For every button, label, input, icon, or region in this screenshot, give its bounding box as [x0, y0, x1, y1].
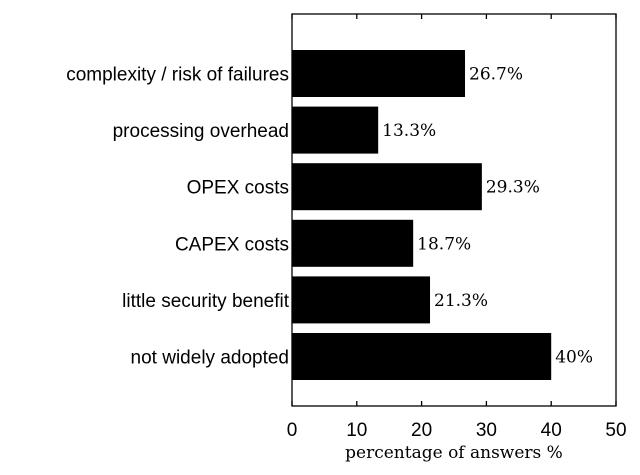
bar [292, 276, 431, 324]
x-tick-label: 0 [287, 420, 298, 441]
x-tick-label: 50 [605, 420, 626, 441]
category-label: little security benefit [122, 291, 290, 312]
data-label: 18.7% [417, 234, 471, 254]
x-tick-label: 30 [476, 420, 497, 441]
x-tick-label: 20 [411, 420, 432, 441]
category-label: CAPEX costs [175, 234, 289, 255]
data-label: 26.7% [469, 65, 523, 85]
bar [292, 50, 466, 97]
bar [292, 106, 379, 154]
category-label: complexity / risk of failures [66, 65, 289, 86]
category-label: not widely adopted [131, 348, 289, 369]
x-tick-label: 10 [346, 420, 367, 441]
category-label: processing overhead [113, 121, 289, 142]
bar [292, 333, 552, 380]
category-label: OPEX costs [187, 178, 289, 199]
data-label: 29.3% [486, 178, 540, 198]
bar [292, 219, 414, 267]
data-label: 13.3% [382, 121, 436, 141]
bar [292, 163, 482, 211]
x-tick-label: 40 [541, 420, 562, 441]
data-label: 40% [555, 348, 593, 368]
data-label: 21.3% [434, 291, 488, 311]
x-axis-title: percentage of answers % [345, 443, 563, 463]
